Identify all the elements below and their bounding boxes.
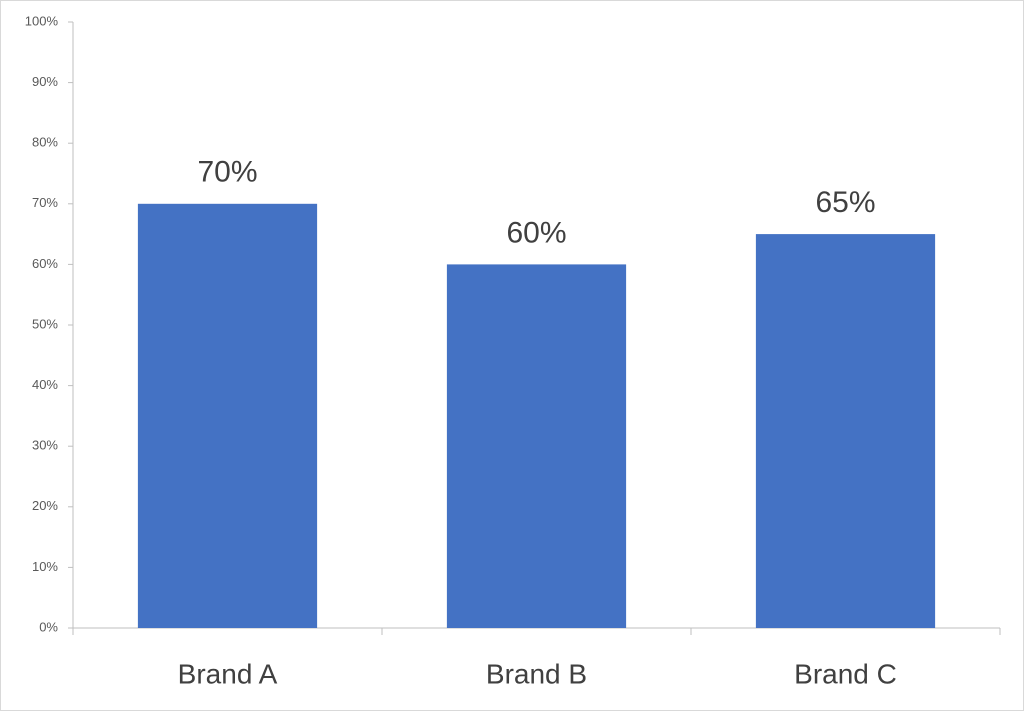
value-label: 70% [197,156,257,189]
bar [755,234,936,628]
y-tick-label: 50% [32,316,58,331]
y-tick-label: 70% [32,195,58,210]
x-tick-label: Brand A [178,658,278,689]
y-tick-label: 60% [32,256,58,271]
x-tick-label: Brand C [794,658,897,689]
y-tick-label: 30% [32,438,58,453]
bar [137,203,318,629]
y-tick-label: 100% [25,13,59,28]
y-tick-label: 0% [39,619,58,634]
x-tick-label: Brand B [486,658,587,689]
y-tick-label: 10% [32,559,58,574]
y-tick-label: 40% [32,377,58,392]
y-tick-label: 80% [32,135,58,150]
y-tick-label: 90% [32,74,58,89]
bar [446,264,627,628]
value-label: 60% [506,216,566,249]
value-label: 65% [815,186,875,219]
y-tick-label: 20% [32,498,58,513]
